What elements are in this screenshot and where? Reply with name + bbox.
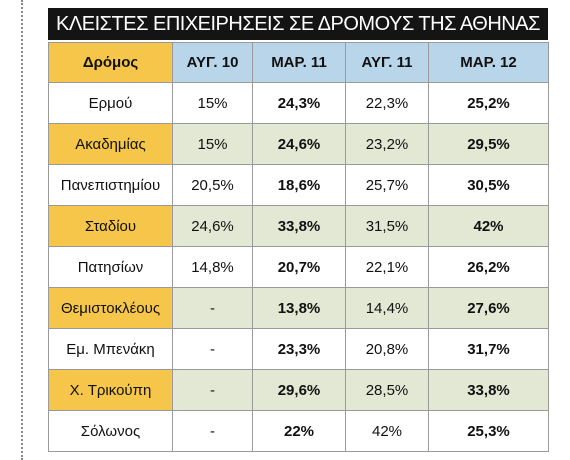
- header-cell: Δρόμος: [48, 42, 173, 83]
- value-cell: 25,3%: [428, 410, 549, 452]
- table-row: Εμ. Μπενάκη -23,3% 20,8% 31,7%: [48, 328, 549, 370]
- value-cell: 24,6%: [172, 205, 253, 247]
- value-cell: 28,5%: [345, 369, 429, 411]
- street-cell: Πανεπιστημίου: [48, 164, 173, 206]
- value-cell: 33,8%: [428, 369, 549, 411]
- value-cell: 25,2%: [428, 82, 549, 124]
- table-row: Σταδίου 24,6% 33,8% 31,5% 42%: [48, 205, 549, 247]
- value-cell: 22%: [252, 410, 346, 452]
- header-cell: ΜΑΡ. 12: [428, 42, 549, 83]
- value-cell: 24,3%: [252, 82, 346, 124]
- value-cell: 30,5%: [428, 164, 549, 206]
- street-cell: Σταδίου: [48, 205, 173, 247]
- value-cell: 23,3%: [252, 328, 346, 370]
- header-cell: ΜΑΡ. 11: [252, 42, 346, 83]
- title-bar: ΚΛΕΙΣΤΕΣ ΕΠΙΧΕΙΡΗΣΕΙΣ ΣΕ ΔΡΟΜΟΥΣ ΤΗΣ ΑΘΗ…: [48, 8, 548, 40]
- value-cell: 13,8%: [252, 287, 346, 329]
- table-row: Ακαδημίας 15% 24,6% 23,2% 29,5%: [48, 123, 549, 165]
- table-row: Σόλωνος -22% 42% 25,3%: [48, 410, 549, 452]
- street-cell: Εμ. Μπενάκη: [48, 328, 173, 370]
- table-row: Πατησίων 14,8% 20,7% 22,1% 26,2%: [48, 246, 549, 288]
- value-cell: -: [172, 328, 253, 370]
- value-cell: 22,1%: [345, 246, 429, 288]
- value-cell: -: [172, 369, 253, 411]
- street-cell: Ερμού: [48, 82, 173, 124]
- value-cell: 20,5%: [172, 164, 253, 206]
- value-cell: 31,7%: [428, 328, 549, 370]
- header-cell: ΑΥΓ. 11: [345, 42, 429, 83]
- value-cell: 42%: [428, 205, 549, 247]
- table-row: Θεμιστοκλέους -13,8% 14,4% 27,6%: [48, 287, 549, 329]
- street-cell: Ακαδημίας: [48, 123, 173, 165]
- value-cell: 33,8%: [252, 205, 346, 247]
- header-cell: ΑΥΓ. 10: [172, 42, 253, 83]
- street-cell: Χ. Τρικούπη: [48, 369, 173, 411]
- value-cell: 23,2%: [345, 123, 429, 165]
- header-row: Δρόμος ΑΥΓ. 10 ΜΑΡ. 11 ΑΥΓ. 11 ΜΑΡ. 12: [48, 42, 549, 83]
- table-row: Ερμού 15% 24,3% 22,3% 25,2%: [48, 82, 549, 124]
- value-cell: 26,2%: [428, 246, 549, 288]
- value-cell: 20,8%: [345, 328, 429, 370]
- value-cell: 29,5%: [428, 123, 549, 165]
- value-cell: 15%: [172, 123, 253, 165]
- value-cell: 14,8%: [172, 246, 253, 288]
- dotted-rule: [21, 0, 23, 460]
- value-cell: 31,5%: [345, 205, 429, 247]
- value-cell: -: [172, 287, 253, 329]
- value-cell: 22,3%: [345, 82, 429, 124]
- value-cell: 24,6%: [252, 123, 346, 165]
- value-cell: 20,7%: [252, 246, 346, 288]
- value-cell: -: [172, 410, 253, 452]
- value-cell: 25,7%: [345, 164, 429, 206]
- street-cell: Πατησίων: [48, 246, 173, 288]
- value-cell: 42%: [345, 410, 429, 452]
- street-cell: Σόλωνος: [48, 410, 173, 452]
- value-cell: 29,6%: [252, 369, 346, 411]
- table: Δρόμος ΑΥΓ. 10 ΜΑΡ. 11 ΑΥΓ. 11 ΜΑΡ. 12 Ερμού 1…: [48, 42, 549, 452]
- value-cell: 15%: [172, 82, 253, 124]
- table-row: Χ. Τρικούπη -29,6% 28,5% 33,8%: [48, 369, 549, 411]
- value-cell: 14,4%: [345, 287, 429, 329]
- value-cell: 18,6%: [252, 164, 346, 206]
- value-cell: 27,6%: [428, 287, 549, 329]
- table-row: Πανεπιστημίου 20,5% 18,6% 25,7% 30,5%: [48, 164, 549, 206]
- street-cell: Θεμιστοκλέους: [48, 287, 173, 329]
